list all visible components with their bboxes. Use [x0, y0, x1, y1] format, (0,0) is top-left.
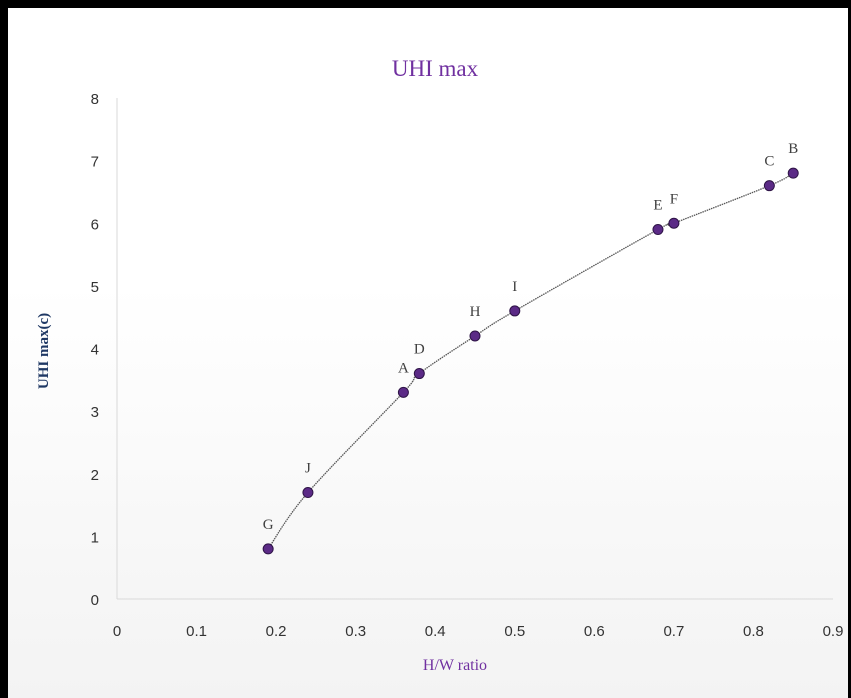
x-tick-label: 0.4	[425, 623, 446, 640]
point-label-G: G	[263, 517, 274, 533]
y-tick-label: 6	[91, 216, 99, 233]
x-tick-label: 0.1	[186, 623, 207, 640]
y-tick-label: 1	[91, 529, 99, 546]
series-curve	[267, 172, 794, 550]
data-point-E	[652, 224, 664, 236]
data-point-A	[397, 386, 409, 398]
point-label-H: H	[470, 304, 481, 320]
point-label-J: J	[305, 461, 311, 477]
data-point-J	[302, 487, 314, 499]
y-tick-label: 3	[91, 404, 99, 421]
series-line	[267, 172, 794, 550]
x-tick-label: 0.7	[663, 623, 684, 640]
x-tick-label: 0.9	[823, 623, 844, 640]
y-axis-ticks: 0 1 2 3 4 5 6 7 8	[91, 91, 99, 609]
y-tick-label: 7	[91, 154, 99, 171]
data-point-I	[509, 305, 521, 317]
x-axis-title: H/W ratio	[423, 657, 487, 674]
data-point-B	[787, 167, 799, 179]
y-tick-label: 0	[91, 592, 99, 609]
data-point-G	[262, 543, 274, 555]
point-label-I: I	[512, 279, 517, 295]
y-tick-label: 8	[91, 91, 99, 108]
y-tick-label: 2	[91, 467, 99, 484]
point-label-A: A	[398, 360, 409, 376]
x-tick-label: 0.8	[743, 623, 764, 640]
x-tick-label: 0	[113, 623, 121, 640]
x-tick-label: 0.5	[504, 623, 525, 640]
data-point-F	[668, 217, 680, 229]
x-tick-label: 0.3	[345, 623, 366, 640]
point-label-F: F	[670, 191, 678, 207]
data-point-C	[763, 180, 775, 192]
y-tick-label: 4	[91, 342, 99, 359]
point-label-C: C	[764, 154, 774, 170]
x-axis-ticks: 0 0.1 0.2 0.3 0.4 0.5 0.6 0.7 0.8 0.9	[113, 623, 844, 640]
point-labels: G J AD H I E F CB	[263, 141, 798, 533]
x-tick-label: 0.6	[584, 623, 605, 640]
y-axis-title: UHI max(c)	[36, 313, 52, 389]
data-point-H	[469, 330, 481, 342]
point-label-E: E	[653, 198, 662, 214]
y-tick-label: 5	[91, 279, 99, 296]
x-tick-label: 0.2	[266, 623, 287, 640]
scatter-chart: UHI max UHI max(c) H/W ratio 0 0.1 0.2 0.3 0…	[36, 56, 844, 674]
data-points	[262, 167, 799, 555]
data-point-D	[413, 368, 425, 380]
chart-title: UHI max	[392, 56, 479, 81]
point-label-B: B	[788, 141, 798, 157]
axes	[116, 98, 833, 600]
point-label-D: D	[414, 342, 425, 358]
